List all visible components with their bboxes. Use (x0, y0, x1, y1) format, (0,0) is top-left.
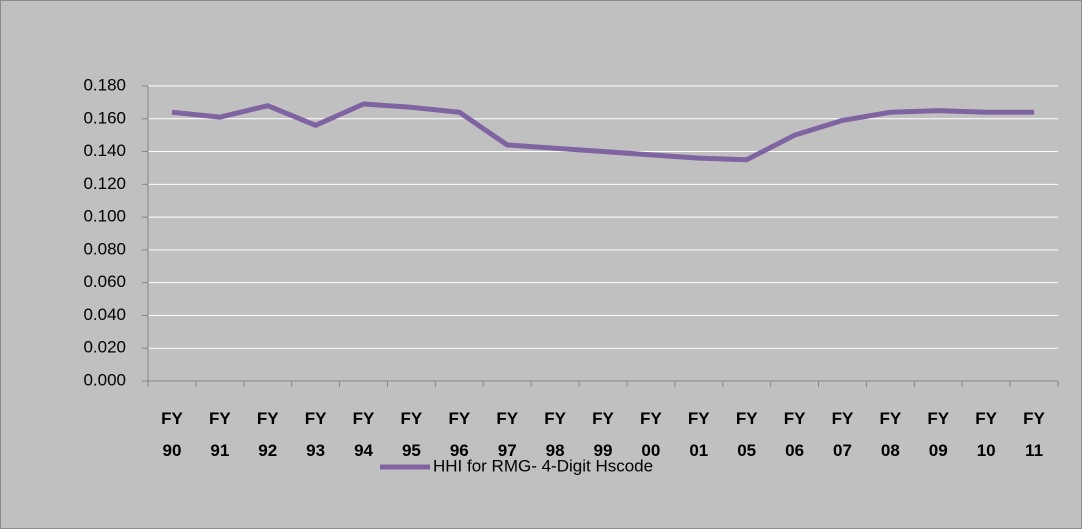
x-tick-label: FY 09 (927, 409, 949, 460)
x-tick-label: FY 94 (353, 409, 375, 460)
x-tick-label: FY 05 (736, 409, 758, 460)
x-tick-label: FY 99 (592, 409, 614, 460)
x-tick-label: FY 97 (496, 409, 518, 460)
x-tick-label: FY 07 (832, 409, 854, 460)
x-tick-label: FY 11 (1023, 409, 1045, 460)
y-tick-label: 0.080 (83, 239, 126, 258)
x-tick-label: FY 06 (784, 409, 806, 460)
y-tick-label: 0.000 (83, 370, 126, 389)
x-tick-label: FY 91 (209, 409, 231, 460)
y-tick-label: 0.100 (83, 207, 126, 226)
data-line (171, 101, 1035, 163)
x-tick-label: FY 01 (688, 409, 710, 460)
x-tick-label: FY 08 (880, 409, 902, 460)
y-tick-label: 0.140 (83, 141, 126, 160)
x-tick-label: FY 00 (640, 409, 662, 460)
y-tick-label: 0.020 (83, 338, 126, 357)
x-tick-label: FY 93 (305, 409, 327, 460)
y-tick-label: 0.120 (83, 174, 126, 193)
y-tick-label: 0.180 (83, 75, 126, 94)
y-tick-label: 0.060 (83, 272, 126, 291)
legend-label: HHI for RMG- 4-Digit Hscode (433, 456, 653, 475)
x-tick-label: FY 90 (161, 409, 183, 460)
x-tick-label: FY 98 (544, 409, 566, 460)
x-tick-label: FY 95 (401, 409, 423, 460)
x-tick-label: FY 92 (257, 409, 279, 460)
x-tick-label: FY 10 (975, 409, 997, 460)
y-tick-label: 0.040 (83, 305, 126, 324)
x-tick-label: FY 96 (448, 409, 470, 460)
y-tick-label: 0.160 (83, 108, 126, 127)
